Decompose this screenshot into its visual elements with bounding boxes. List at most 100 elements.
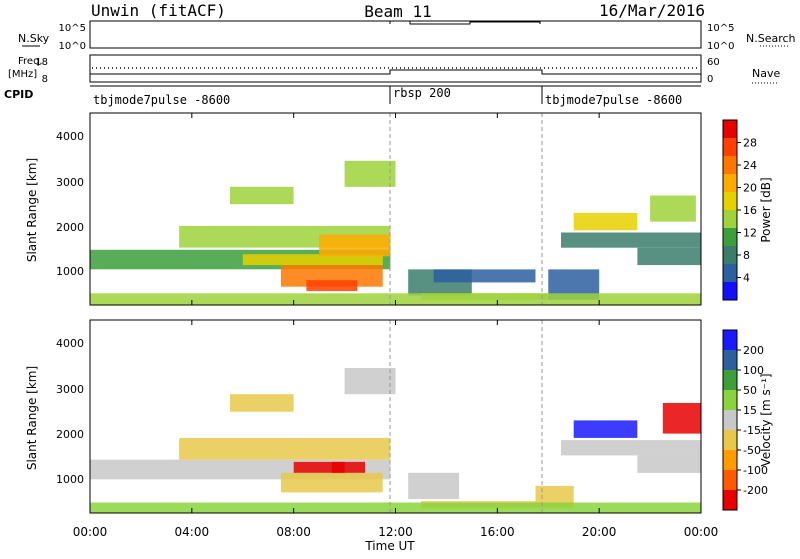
velocity-ylabel: Slant Range [km]: [25, 366, 39, 470]
power-ytick-2000: 2000: [56, 221, 84, 234]
cpid-label: CPID: [4, 88, 33, 101]
velocity-colorbar-blocks: [723, 330, 737, 511]
x-tick-label: 04:00: [175, 525, 210, 539]
freq-tick-bottom: 8: [42, 74, 48, 85]
power-echo-region: [344, 160, 396, 187]
date-title: 16/Mar/2016: [599, 1, 705, 20]
station-title: Unwin (fitACF): [91, 1, 226, 20]
power-colorbar-block: [723, 228, 737, 247]
x-tick-label: 00:00: [684, 525, 719, 539]
beam-title: Beam 11: [364, 2, 431, 21]
velocity-colorbar-block: [723, 390, 737, 411]
velocity-echo-region: [280, 472, 383, 493]
freq-trace: [90, 69, 701, 75]
power-colorbar-tick-label: 4: [743, 272, 750, 285]
power-colorbar-tick-label: 8: [743, 249, 750, 262]
velocity-colorbar-block: [723, 350, 737, 371]
freq-panel: Freq. [MHz] 18 8 60 0 Nave: [8, 54, 780, 85]
power-colorbar-tick-label: 20: [743, 182, 757, 195]
nsearch-tick-top: 10^5: [707, 23, 734, 34]
velocity-colorbar-tick-label: 100: [743, 364, 764, 377]
velocity-colorbar-block: [723, 490, 737, 511]
power-echo-region: [637, 247, 701, 266]
freq-label-1: Freq.: [18, 56, 43, 67]
power-ytick-1000: 1000: [56, 265, 84, 278]
velocity-echo-region: [561, 440, 701, 456]
velocity-colorbar: 200 100 50 15 -15 -50 -100 -200 Velocity [m s⁻¹…: [722, 329, 773, 511]
power-colorbar-block: [723, 282, 737, 301]
velocity-echo-region: [179, 437, 391, 460]
power-colorbar-tick-label: 24: [743, 159, 757, 172]
nsky-tick-bottom: 10^0: [59, 41, 86, 52]
nsky-frame: [89, 20, 702, 49]
velocity-echoes: [90, 368, 701, 513]
power-ytick-4000: 4000: [56, 130, 84, 143]
x-tick-label: 20:00: [582, 525, 617, 539]
velocity-colorbar-frame: [722, 329, 738, 511]
velocity-colorbar-tick-label: 50: [743, 384, 757, 397]
nsearch-label: N.Search: [746, 32, 796, 45]
power-ytick-3000: 3000: [56, 176, 84, 189]
power-panel: Slant Range [km] 4000 3000 2000 1000: [25, 112, 702, 306]
power-echo-region: [561, 232, 701, 248]
power-echo-region: [573, 212, 638, 231]
power-frame: [89, 112, 702, 306]
power-ylabel: Slant Range [km]: [25, 158, 39, 262]
power-colorbar-block: [723, 156, 737, 175]
velocity-ytick-1000: 1000: [56, 473, 84, 486]
power-colorbar-block: [723, 192, 737, 211]
velocity-echo-region: [293, 461, 345, 473]
velocity-colorbar-block: [723, 410, 737, 431]
nsky-trace: [389, 20, 541, 25]
power-echo-region: [433, 269, 536, 283]
power-colorbar-tick-label: 28: [743, 137, 757, 150]
velocity-echo-region: [573, 420, 638, 438]
velocity-echo-region: [535, 485, 574, 508]
nave-tick-bottom: 0: [707, 74, 713, 85]
freq-label-2: [MHz]: [8, 69, 37, 80]
velocity-echo-region: [637, 455, 701, 473]
nave-label: Nave: [752, 67, 780, 80]
nsky-panel: N.Sky 10^5 10^0 10^5 10^0 N.Search: [18, 20, 796, 52]
power-colorbar: 28 24 20 16 12 8 4 Power [dB]: [722, 119, 773, 301]
power-colorbar-tick-label: 16: [743, 204, 757, 217]
velocity-colorbar-block: [723, 430, 737, 451]
power-colorbar-block: [723, 120, 737, 139]
velocity-colorbar-ticks: 200 100 50 15 -15 -50 -100 -200: [737, 344, 768, 497]
velocity-ytick-3000: 3000: [56, 383, 84, 396]
velocity-colorbar-tick-label: -100: [743, 464, 768, 477]
power-colorbar-title: Power [dB]: [759, 177, 773, 242]
velocity-colorbar-tick-label: -50: [743, 444, 761, 457]
nsky-label: N.Sky: [18, 32, 50, 45]
power-echoes: [90, 160, 701, 305]
power-echo-region: [230, 186, 294, 205]
velocity-colorbar-tick-label: -200: [743, 484, 768, 497]
velocity-echo-region: [331, 461, 365, 473]
velocity-echo-region: [344, 368, 396, 395]
velocity-colorbar-block: [723, 470, 737, 491]
velocity-ytick-4000: 4000: [56, 337, 84, 350]
power-colorbar-block: [723, 174, 737, 193]
power-echo-region: [242, 254, 383, 266]
x-tick-label: 16:00: [480, 525, 515, 539]
x-axis: Time UT 00:00 04:00 08:00 12:00 16:00 20:00 00…: [73, 113, 719, 553]
power-colorbar-tick-label: 12: [743, 227, 757, 240]
velocity-colorbar-tick-label: -15: [743, 424, 761, 437]
x-tick-label: 12:00: [378, 525, 413, 539]
velocity-echo-region: [662, 403, 701, 434]
velocity-colorbar-block: [723, 330, 737, 351]
power-colorbar-block: [723, 138, 737, 157]
power-echo-region: [319, 234, 391, 257]
velocity-frame: [89, 319, 702, 514]
cpid-segment-1: tbjmode7pulse -8600: [93, 93, 230, 107]
x-tick-label: 08:00: [276, 525, 311, 539]
power-colorbar-blocks: [723, 120, 737, 301]
power-colorbar-block: [723, 264, 737, 283]
nsearch-tick-bottom: 10^0: [707, 41, 734, 52]
nsky-tick-top: 10^5: [59, 23, 86, 34]
velocity-ytick-2000: 2000: [56, 428, 84, 441]
power-echo-region: [306, 280, 358, 292]
velocity-colorbar-tick-label: 15: [743, 404, 757, 417]
velocity-echo-region: [230, 394, 294, 412]
